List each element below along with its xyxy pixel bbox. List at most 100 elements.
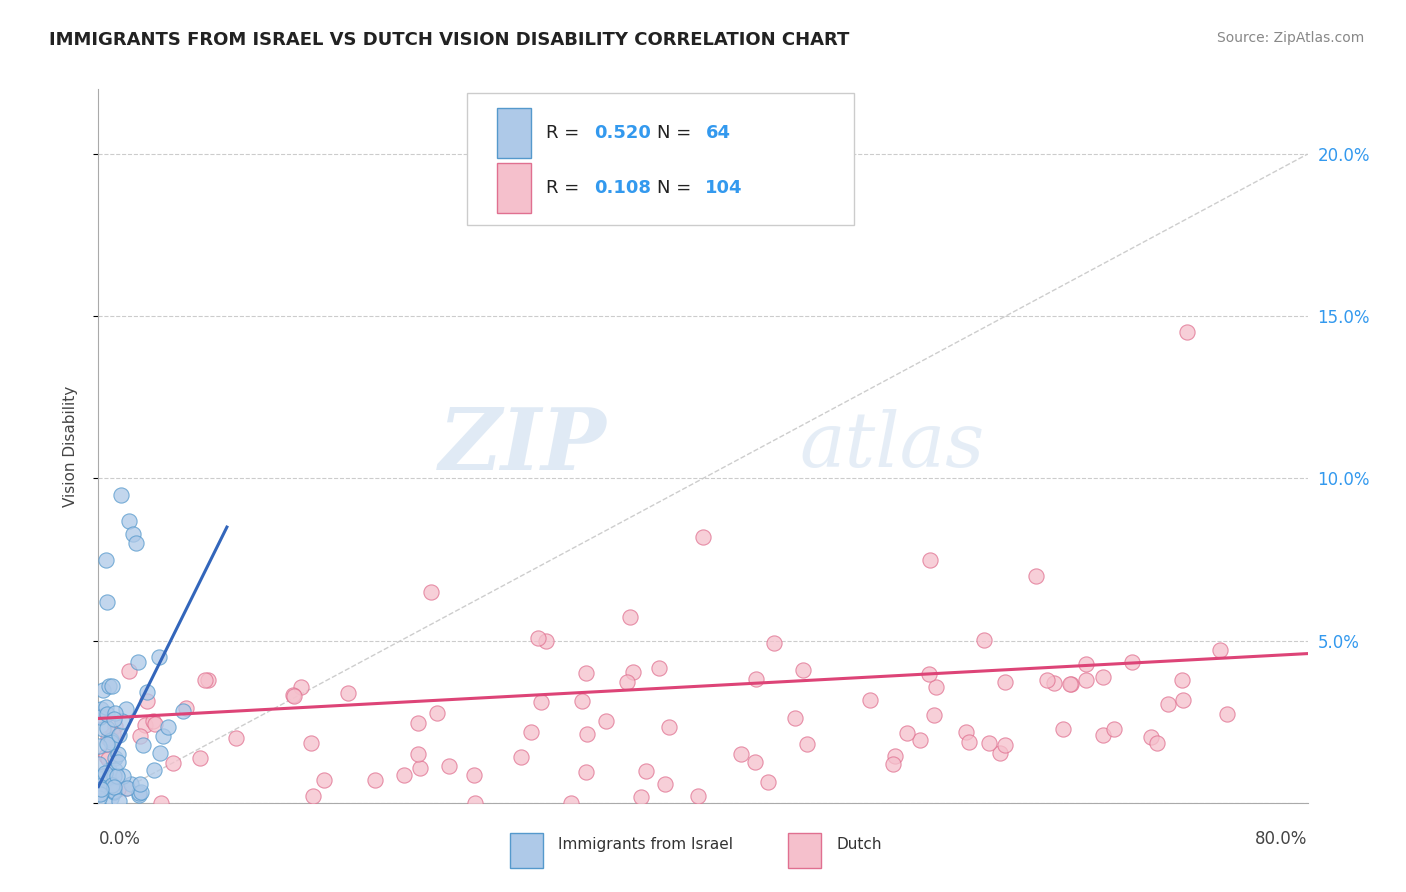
Point: [1209, 643, 1232, 657]
Point: [96, 706, 118, 721]
Point: [977, 736, 1000, 750]
Point: [104, 763, 127, 777]
Point: [90, 782, 112, 797]
Point: [91, 682, 114, 697]
Point: [1036, 673, 1059, 688]
Point: [100, 790, 122, 805]
Point: [520, 724, 543, 739]
Point: [112, 768, 135, 782]
Point: [98, 679, 121, 693]
Text: 0.520: 0.520: [595, 124, 651, 142]
FancyBboxPatch shape: [509, 833, 543, 869]
Point: [1024, 568, 1046, 582]
Point: [122, 526, 145, 541]
Point: [1052, 722, 1074, 736]
Point: [1216, 707, 1239, 722]
Point: [364, 773, 387, 788]
Point: [575, 665, 598, 680]
Point: [129, 777, 152, 791]
Text: 104: 104: [706, 179, 742, 197]
Point: [1173, 693, 1195, 707]
Point: [658, 721, 681, 735]
Point: [135, 694, 157, 708]
Point: [1175, 326, 1198, 340]
Point: [1092, 670, 1115, 684]
Point: [152, 729, 174, 743]
Point: [128, 788, 150, 802]
Point: [107, 747, 129, 761]
Point: [560, 796, 582, 810]
Point: [394, 768, 416, 782]
Point: [94, 699, 117, 714]
Point: [94, 766, 117, 780]
Text: 80.0%: 80.0%: [1256, 830, 1308, 847]
Point: [107, 794, 129, 808]
Point: [89, 787, 111, 801]
Point: [756, 775, 779, 789]
Point: [98, 763, 121, 777]
Point: [150, 796, 173, 810]
Point: [621, 665, 644, 679]
Point: [290, 680, 312, 694]
Point: [994, 738, 1017, 752]
Text: N =: N =: [657, 179, 697, 197]
Point: [994, 675, 1017, 690]
FancyBboxPatch shape: [498, 108, 531, 158]
Point: [103, 785, 125, 799]
Point: [744, 673, 766, 687]
Point: [128, 729, 150, 743]
Point: [127, 655, 149, 669]
Point: [918, 667, 941, 681]
Point: [648, 660, 671, 674]
Point: [94, 748, 117, 763]
Point: [104, 750, 127, 764]
Point: [118, 514, 141, 528]
Point: [90, 786, 112, 800]
Point: [955, 725, 977, 739]
Point: [1140, 730, 1163, 744]
Point: [101, 679, 124, 693]
Point: [194, 673, 217, 688]
Point: [527, 632, 550, 646]
Point: [406, 716, 429, 731]
Point: [510, 749, 533, 764]
Point: [692, 530, 714, 544]
Point: [883, 749, 905, 764]
Point: [94, 552, 117, 566]
Text: R =: R =: [546, 124, 585, 142]
Point: [922, 708, 945, 723]
Point: [96, 722, 118, 736]
Point: [103, 769, 125, 783]
Text: N =: N =: [657, 124, 697, 142]
Point: [162, 756, 184, 770]
Point: [97, 780, 120, 795]
Point: [1156, 697, 1178, 711]
Point: [409, 760, 432, 774]
Point: [120, 777, 142, 791]
Point: [730, 747, 752, 761]
Point: [437, 758, 460, 772]
Point: [918, 552, 941, 566]
Point: [1076, 657, 1098, 671]
Point: [1091, 729, 1114, 743]
Point: [1043, 675, 1066, 690]
Point: [1059, 676, 1081, 690]
Point: [616, 674, 638, 689]
Point: [636, 764, 658, 778]
Point: [575, 727, 598, 741]
Point: [100, 731, 122, 745]
Point: [188, 750, 211, 764]
Point: [90, 701, 112, 715]
Text: R =: R =: [546, 179, 585, 197]
Point: [630, 790, 652, 805]
Point: [1171, 673, 1194, 688]
Text: atlas: atlas: [800, 409, 986, 483]
Point: [1121, 655, 1143, 669]
Point: [103, 706, 125, 721]
Point: [110, 488, 132, 502]
Point: [142, 714, 165, 729]
Point: [103, 780, 125, 794]
Point: [281, 688, 304, 702]
Point: [91, 709, 114, 723]
Point: [406, 747, 429, 761]
